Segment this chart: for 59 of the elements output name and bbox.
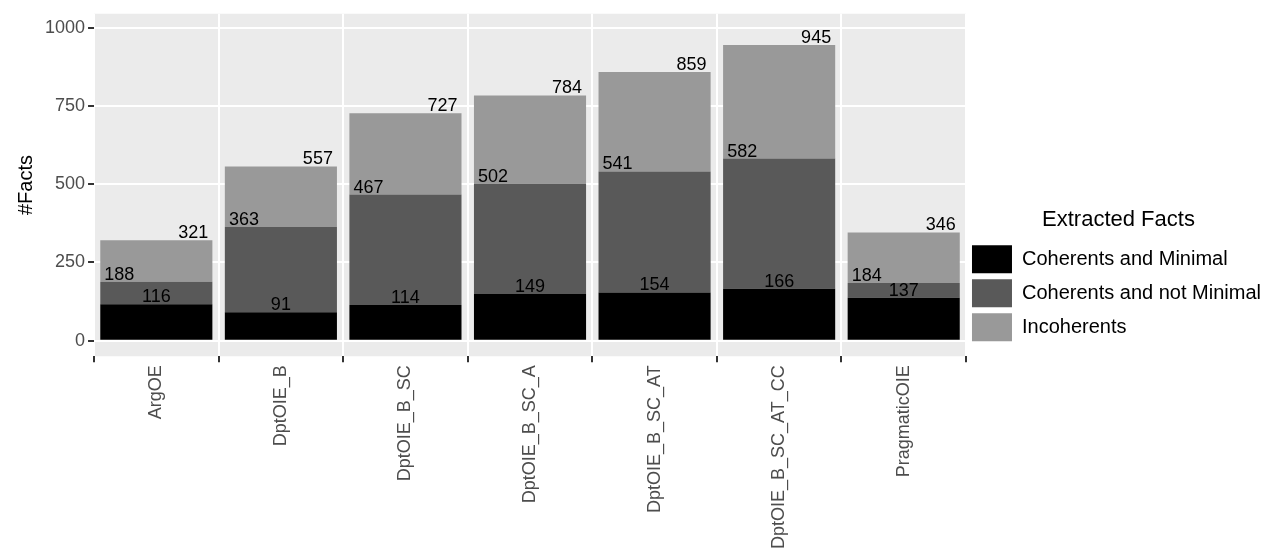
bar <box>847 232 960 284</box>
bar <box>100 240 213 282</box>
annotation: 582 <box>727 140 758 161</box>
annotation: 467 <box>353 176 384 197</box>
annotation: 184 <box>851 265 882 286</box>
bar <box>473 183 587 295</box>
annotation: 502 <box>478 165 509 186</box>
data-label: 114 <box>391 286 420 307</box>
y-tick-label: 250 <box>55 251 86 272</box>
annotation: 188 <box>104 263 135 284</box>
bar <box>723 288 836 340</box>
bar <box>723 45 836 159</box>
annotation: 541 <box>602 153 633 174</box>
bar <box>224 312 337 340</box>
total-label: 346 <box>925 214 956 235</box>
y-tick-label: 1000 <box>45 16 86 37</box>
y-axis-title: #Facts <box>13 155 36 216</box>
data-label: 154 <box>639 274 670 295</box>
bar <box>473 294 587 340</box>
x-tick-label: DptOIE_B_SC_AT_CC <box>768 365 790 550</box>
bar <box>224 166 337 228</box>
total-label: 727 <box>427 95 458 116</box>
bar <box>847 283 960 298</box>
x-tick-label: DptOIE_B_SC_A <box>518 365 540 504</box>
bar <box>598 292 711 340</box>
bar <box>847 297 960 340</box>
bar <box>598 71 711 172</box>
x-tick-label: DptOIE_B_SC_AT <box>643 365 665 513</box>
data-label: 116 <box>141 286 171 307</box>
annotation: 363 <box>228 209 259 230</box>
data-label: 149 <box>514 276 546 296</box>
data-label: 137 <box>888 279 919 300</box>
bar <box>473 95 587 184</box>
bar <box>723 158 836 289</box>
bar <box>349 194 462 305</box>
x-tick-label: DptOIE_B <box>269 365 291 447</box>
bar <box>224 227 337 313</box>
legend-label: Incoherents <box>1021 314 1127 337</box>
bar <box>100 304 213 340</box>
total-label: 321 <box>178 222 209 243</box>
legend-label: Coherents and Minimal <box>1021 246 1228 269</box>
x-tick-label: PragmaticOIE <box>892 365 913 478</box>
total-label: 784 <box>551 77 583 98</box>
data-label: 91 <box>270 294 291 315</box>
bar <box>598 171 711 293</box>
total-label: 945 <box>801 27 832 48</box>
total-label: 859 <box>676 53 707 74</box>
legend-title: Extracted Facts <box>1042 205 1195 231</box>
x-tick-label: ArgOE <box>145 365 166 420</box>
y-tick-label: 750 <box>55 95 86 116</box>
bar <box>100 281 213 305</box>
legend-label: Coherents and not Minimal <box>1021 280 1261 303</box>
bar <box>349 113 462 195</box>
total-label: 557 <box>302 148 333 169</box>
bar <box>349 304 462 340</box>
x-tick-label: DptOIE_B_SC <box>394 365 416 482</box>
y-tick-label: 500 <box>55 173 86 194</box>
data-label: 166 <box>764 270 795 291</box>
y-tick-label: 0 <box>75 329 86 350</box>
